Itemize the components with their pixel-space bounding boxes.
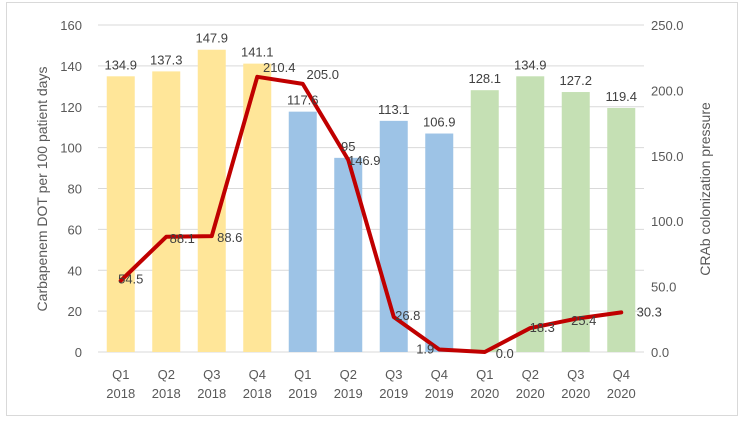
line-data-label: 54.5 bbox=[118, 272, 143, 287]
line-point bbox=[483, 350, 487, 354]
bar-data-label: 134.9 bbox=[104, 57, 137, 72]
axes: 0 20 40 60 80 100 120 140 160 0.0 50.0 100.0 150.0 20… bbox=[60, 18, 683, 401]
bar-data-label: 137.3 bbox=[150, 52, 183, 67]
bar-data-label: 106.9 bbox=[423, 115, 456, 130]
line-data-label: 26.8 bbox=[395, 308, 420, 323]
x-tick-label-year: 2018 bbox=[243, 386, 272, 401]
line-data-label: 30.3 bbox=[637, 304, 662, 319]
line-series bbox=[118, 74, 624, 354]
gridlines bbox=[98, 24, 644, 353]
x-tick-label-year: 2019 bbox=[425, 386, 454, 401]
line-point bbox=[255, 75, 259, 79]
line-data-label: 1.9 bbox=[416, 342, 434, 357]
bar bbox=[425, 133, 454, 352]
y-right-tick-label: 100.0 bbox=[651, 214, 684, 229]
bar bbox=[152, 71, 181, 352]
y-right-tick-label: 200.0 bbox=[651, 83, 684, 98]
y-left-tick-label: 20 bbox=[68, 304, 82, 319]
line-path bbox=[118, 74, 624, 354]
x-tick-label-quarter: Q2 bbox=[158, 367, 175, 382]
line-data-label: 18.3 bbox=[530, 320, 555, 335]
x-tick-label-quarter: Q1 bbox=[476, 367, 493, 382]
bar-series bbox=[106, 49, 636, 353]
x-tick-label-quarter: Q4 bbox=[249, 367, 266, 382]
y-left-tick-label: 60 bbox=[68, 222, 82, 237]
bar-data-label: 128.1 bbox=[468, 71, 501, 86]
x-tick-label-quarter: Q3 bbox=[203, 367, 220, 382]
bar bbox=[561, 92, 590, 352]
y-left-tick-label: 160 bbox=[60, 18, 82, 33]
line-data-label: 0.0 bbox=[496, 346, 514, 361]
bar bbox=[288, 111, 317, 352]
x-tick-label-quarter: Q2 bbox=[522, 367, 539, 382]
bar-data-label: 119.4 bbox=[605, 89, 637, 104]
y-left-tick-label: 100 bbox=[60, 141, 82, 156]
x-tick-label-year: 2019 bbox=[379, 386, 408, 401]
line-point bbox=[164, 235, 168, 239]
x-tick-label-year: 2019 bbox=[288, 386, 317, 401]
x-tick-label-year: 2018 bbox=[197, 386, 226, 401]
x-tick-label-year: 2018 bbox=[152, 386, 181, 401]
y-left-tick-label: 80 bbox=[68, 182, 82, 197]
line-data-label: 205.0 bbox=[306, 67, 339, 82]
line-point bbox=[392, 315, 396, 319]
bar-data-label: 141.1 bbox=[241, 45, 274, 60]
x-tick-label-quarter: Q4 bbox=[431, 367, 448, 382]
bar bbox=[470, 90, 499, 353]
line-point bbox=[619, 310, 623, 314]
x-tick-label-year: 2020 bbox=[516, 386, 545, 401]
y-right-tick-label: 250.0 bbox=[651, 18, 684, 33]
line-point bbox=[119, 279, 123, 283]
line-point bbox=[346, 158, 350, 162]
line-point bbox=[437, 348, 441, 352]
bar-data-label: 117.6 bbox=[287, 93, 319, 108]
y-left-tick-label: 120 bbox=[60, 100, 82, 115]
line-data-label: 88.6 bbox=[217, 230, 242, 245]
line-data-label: 88.1 bbox=[170, 231, 195, 246]
line-data-label: 146.9 bbox=[348, 153, 381, 168]
line-point bbox=[301, 82, 305, 86]
y-axis-left-title: Carbapenem DOT per 100 patient days bbox=[34, 67, 50, 312]
x-tick-label-quarter: Q3 bbox=[567, 367, 584, 382]
y-left-tick-label: 0 bbox=[75, 345, 82, 360]
data-labels: 134.9 137.3 147.9 141.1 117.6 95 113.1 106.9 128… bbox=[104, 31, 661, 361]
x-tick-label-quarter: Q4 bbox=[613, 367, 630, 382]
line-point bbox=[528, 326, 532, 330]
y-left-tick-label: 140 bbox=[60, 59, 82, 74]
x-tick-label-quarter: Q1 bbox=[112, 367, 129, 382]
bar bbox=[516, 76, 545, 352]
bar-data-label: 127.2 bbox=[559, 73, 592, 88]
line-point bbox=[210, 234, 214, 238]
x-tick-label-quarter: Q2 bbox=[340, 367, 357, 382]
x-tick-label-year: 2020 bbox=[561, 386, 590, 401]
x-tick-label-year: 2020 bbox=[470, 386, 499, 401]
line-data-label: 210.4 bbox=[263, 60, 296, 75]
x-tick-label-year: 2019 bbox=[334, 386, 363, 401]
y-right-tick-label: 150.0 bbox=[651, 149, 684, 164]
y-right-tick-label: 50.0 bbox=[651, 280, 676, 295]
line-data-label: 25.4 bbox=[571, 313, 596, 328]
bar bbox=[106, 76, 135, 352]
y-axis-right-title: CRAb colonization pressure bbox=[697, 102, 713, 276]
bar-data-label: 147.9 bbox=[195, 31, 228, 46]
bar-data-label: 95 bbox=[341, 139, 355, 154]
x-tick-label-quarter: Q1 bbox=[294, 367, 311, 382]
bar-data-label: 113.1 bbox=[378, 102, 410, 117]
line-point bbox=[574, 317, 578, 321]
y-left-tick-label: 40 bbox=[68, 263, 82, 278]
x-tick-label-year: 2020 bbox=[607, 386, 636, 401]
x-tick-label-quarter: Q3 bbox=[385, 367, 402, 382]
y-right-tick-label: 0.0 bbox=[651, 345, 669, 360]
x-tick-label-year: 2018 bbox=[106, 386, 135, 401]
bar-data-label: 134.9 bbox=[514, 57, 547, 72]
